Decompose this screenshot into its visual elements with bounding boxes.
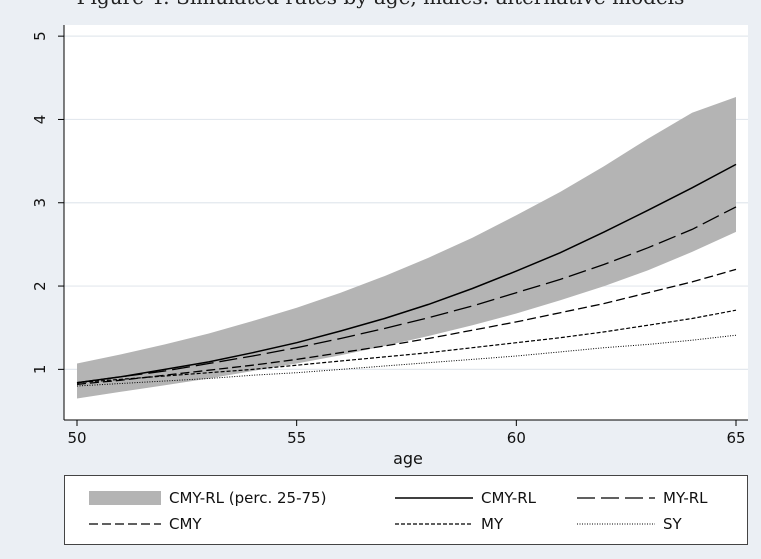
y-tick-label-2: 2	[31, 281, 49, 291]
band-layer	[77, 97, 736, 399]
legend-key-cmy	[89, 523, 161, 525]
legend: CMY-RL (perc. 25-75) CMY-RL MY-RL CMY MY…	[64, 475, 748, 545]
legend-item-my-rl: MY-RL	[577, 488, 708, 508]
series-line-my	[76, 309, 737, 384]
series-line-my-rl	[76, 206, 737, 384]
legend-label-my: MY	[481, 515, 504, 533]
figure-caption: Figure 4: Simulated rates by age, males:…	[0, 0, 761, 9]
series-line-cmy-rl	[76, 163, 737, 384]
legend-key-sy	[577, 523, 655, 525]
legend-label-cmy: CMY	[169, 515, 202, 533]
legend-label-band: CMY-RL (perc. 25-75)	[169, 489, 327, 507]
x-tick-label-60: 60	[507, 429, 526, 447]
x-tick-label-50: 50	[67, 429, 86, 447]
legend-item-my: MY	[395, 514, 503, 534]
legend-label-my-rl: MY-RL	[663, 489, 708, 507]
band-percentile-25-75	[77, 97, 736, 399]
series-line-cmy	[76, 268, 737, 385]
legend-key-my-rl	[577, 497, 655, 499]
x-tick-label-55: 55	[287, 429, 306, 447]
y-tick-label-4: 4	[31, 115, 49, 125]
series-line-sy	[76, 334, 737, 387]
x-axis-ticks: 50 55 60 65	[67, 420, 746, 447]
legend-key-band	[89, 491, 161, 505]
x-tick-label-65: 65	[726, 429, 745, 447]
legend-item-band: CMY-RL (perc. 25-75)	[89, 488, 326, 508]
y-tick-label-5: 5	[31, 31, 49, 41]
x-axis-label: age	[393, 449, 423, 468]
legend-key-cmy-rl	[395, 497, 473, 499]
legend-item-cmy: CMY	[89, 514, 202, 534]
y-axis-ticks: 1 2 3 4 5	[31, 31, 64, 374]
legend-label-sy: SY	[663, 515, 682, 533]
legend-label-cmy-rl: CMY-RL	[481, 489, 536, 507]
series-layer	[76, 163, 737, 387]
legend-item-sy: SY	[577, 514, 682, 534]
y-tick-label-1: 1	[31, 365, 49, 375]
y-tick-label-3: 3	[31, 198, 49, 208]
legend-key-my	[395, 523, 473, 525]
legend-item-cmy-rl: CMY-RL	[395, 488, 536, 508]
